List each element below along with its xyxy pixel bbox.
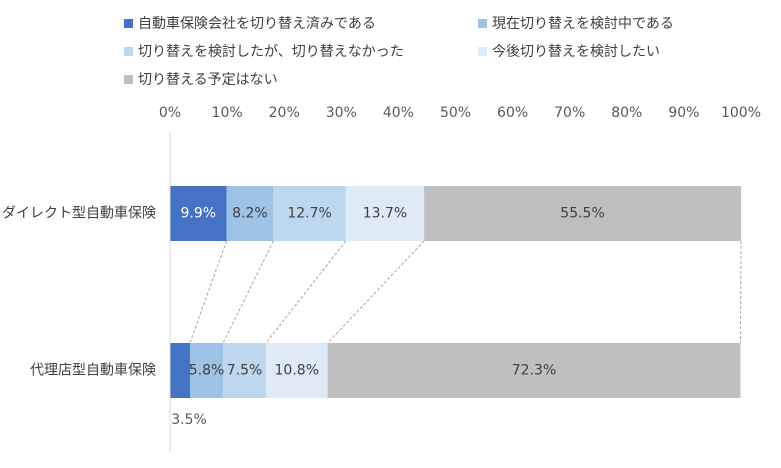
x-tick-label: 80% [611, 105, 642, 121]
series-line [739, 240, 742, 344]
series-1-legend-label: 自動車保険会社を切り替え済みである [138, 15, 376, 32]
series-5-legend-label: 切り替える予定はない [138, 72, 278, 88]
bar-segment [273, 186, 346, 241]
bar-segment [170, 186, 227, 241]
x-tick-label: 50% [440, 105, 471, 121]
data-label: 12.7% [287, 206, 331, 222]
data-label: 7.5% [227, 363, 263, 379]
series-1-legend-swatch [124, 19, 133, 28]
bar-segment [265, 343, 328, 398]
x-tick-label: 40% [383, 105, 414, 121]
series-2-legend-swatch [478, 19, 487, 28]
x-tick-label: 90% [668, 105, 699, 121]
bar-segment [327, 343, 741, 398]
bar-segment [424, 186, 741, 241]
data-label: 10.8% [275, 363, 319, 379]
bar-segment [170, 343, 190, 398]
data-label: 72.3% [512, 363, 556, 379]
series-line [189, 240, 227, 344]
series-5-legend-swatch [124, 75, 133, 84]
legend: 自動車保険会社を切り替え済みである 現在切り替えを検討中である切り替えを検討したが… [124, 15, 674, 88]
series-4-legend-swatch [478, 47, 487, 56]
series-line [265, 240, 347, 344]
data-label: 8.2% [232, 206, 268, 222]
series-line [327, 240, 425, 344]
data-label: 9.9% [180, 206, 216, 222]
bar-segment [223, 343, 266, 398]
series-4-legend-label: 今後切り替えを検討したい [492, 44, 660, 60]
x-tick-label: 100% [721, 105, 761, 121]
x-tick-label: 10% [212, 105, 243, 121]
x-axis-tick-labels: 0% 10% 20% 30% 40% 50% 60% 70% 80% 90% 100% [159, 105, 761, 121]
series-3-legend-swatch [124, 47, 133, 56]
x-tick-label: 30% [326, 105, 357, 121]
bar-segment [189, 343, 224, 398]
bar-segment [345, 186, 425, 241]
series-2-legend-label: 現在切り替えを検討中である [492, 16, 674, 32]
data-label: 5.8% [189, 363, 225, 379]
bars: 9.9% 8.2% 12.7% 13.7% 55.5% 3.5% 5.8% 7.5% 10.8%… [170, 186, 741, 428]
x-tick-label: 70% [554, 105, 585, 121]
x-tick-label: 0% [159, 105, 181, 121]
data-label: 3.5% [171, 412, 207, 428]
x-tick-label: 20% [269, 105, 300, 121]
data-label: 55.5% [560, 206, 604, 222]
series-line [222, 240, 274, 344]
x-tick-label: 60% [497, 105, 528, 121]
series-lines [189, 240, 742, 344]
category-label: ダイレクト型自動車保険 [2, 205, 156, 222]
data-label: 13.7% [363, 206, 407, 222]
series-3-legend-label: 切り替えを検討したが、切り替えなかった [138, 44, 404, 60]
category-label: 代理店型自動車保険 [30, 362, 156, 379]
bar-segment [226, 186, 274, 241]
